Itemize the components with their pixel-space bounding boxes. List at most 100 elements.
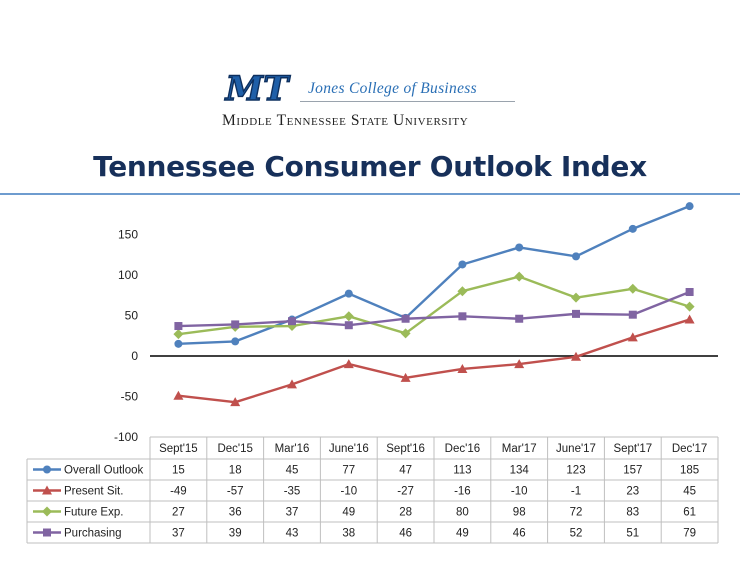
data-value-cell: 15 <box>172 465 185 477</box>
university-name: Middle Tennessee State University <box>222 112 469 129</box>
legend-label-overall-outlook: Overall Outlook <box>64 465 144 477</box>
data-value-cell: -10 <box>511 486 528 498</box>
data-value-cell: 61 <box>683 507 696 519</box>
series-line-future-exp <box>178 275 690 336</box>
college-divider <box>300 101 515 102</box>
x-category-label: June'17 <box>556 443 596 455</box>
data-value-cell: 72 <box>570 507 583 519</box>
data-value-cell: 46 <box>513 528 526 540</box>
college-name: Jones College of Business <box>308 80 477 97</box>
x-category-label: Dec'15 <box>217 443 252 455</box>
legend-key-marker-future-exp <box>42 506 52 517</box>
data-value-cell: 27 <box>172 507 185 519</box>
legend-label-future-exp: Future Exp. <box>64 507 123 519</box>
title-divider <box>0 193 740 195</box>
y-tick-label: -50 <box>121 390 139 404</box>
data-point-overall-outlook <box>458 260 467 269</box>
data-value-cell: 52 <box>570 528 583 540</box>
x-category-label: Sept'17 <box>613 443 652 455</box>
logo-lettering: MT <box>225 69 292 108</box>
legend-label-present-sit: Present Sit. <box>64 486 123 498</box>
data-point-purchasing <box>288 317 296 326</box>
data-point-future-exp <box>173 329 184 340</box>
data-value-cell: 185 <box>680 465 699 477</box>
y-tick-label: 50 <box>125 309 139 323</box>
series-line-overall-outlook <box>178 205 691 346</box>
data-value-cell: 43 <box>286 528 299 540</box>
x-category-label: Sept'15 <box>159 443 198 455</box>
data-value-cell: 47 <box>399 465 412 477</box>
y-tick-label: 100 <box>118 268 138 282</box>
data-value-cell: 39 <box>229 528 242 540</box>
data-point-purchasing <box>174 322 183 331</box>
data-point-present-sit <box>230 397 241 407</box>
data-value-cell: -49 <box>170 486 187 498</box>
data-point-present-sit <box>514 359 525 369</box>
data-point-purchasing <box>344 321 353 330</box>
data-value-cell: 157 <box>623 465 642 477</box>
data-point-present-sit <box>457 363 468 373</box>
series-line-present-sit <box>178 318 690 404</box>
x-category-label: Dec'16 <box>445 443 480 455</box>
mt-logo: MT <box>224 68 292 108</box>
data-point-purchasing <box>515 314 524 323</box>
data-value-cell: 98 <box>513 507 526 519</box>
data-point-present-sit <box>400 372 411 382</box>
series-line-purchasing <box>178 290 691 328</box>
data-point-purchasing <box>572 309 580 318</box>
data-point-future-exp <box>684 301 695 312</box>
data-point-overall-outlook <box>572 252 580 261</box>
data-value-cell: 37 <box>286 507 299 519</box>
legend-key-marker-overall-outlook <box>43 465 51 474</box>
page-title: Tennessee Consumer Outlook Index <box>93 150 647 183</box>
data-value-cell: 45 <box>683 486 696 498</box>
data-point-purchasing <box>231 320 240 329</box>
data-value-cell: 134 <box>510 465 530 477</box>
data-value-cell: -35 <box>284 486 301 498</box>
data-value-cell: -1 <box>571 486 581 498</box>
y-tick-label: 150 <box>118 228 138 242</box>
x-category-label: Dec'17 <box>672 443 707 455</box>
data-value-cell: 113 <box>453 465 471 477</box>
data-value-cell: 38 <box>342 528 355 540</box>
data-value-cell: 77 <box>342 465 355 477</box>
data-value-cell: 80 <box>456 507 469 519</box>
data-point-purchasing <box>458 312 467 321</box>
data-point-present-sit <box>343 359 354 369</box>
legend-key-marker-present-sit <box>42 485 52 495</box>
x-category-label: Sept'16 <box>386 443 425 455</box>
legend-key-marker-purchasing <box>43 528 51 537</box>
data-value-cell: 79 <box>683 528 696 540</box>
data-value-cell: -10 <box>340 486 357 498</box>
data-point-overall-outlook <box>174 339 183 348</box>
data-value-cell: 28 <box>399 507 412 519</box>
data-value-cell: 45 <box>286 465 299 477</box>
header: MT Jones College of Business Middle Tenn… <box>0 0 740 200</box>
data-point-overall-outlook <box>685 202 694 211</box>
data-point-future-exp <box>571 292 581 303</box>
data-point-future-exp <box>514 271 525 282</box>
data-point-future-exp <box>400 328 411 339</box>
data-point-future-exp <box>457 286 468 297</box>
data-point-overall-outlook <box>231 337 240 346</box>
x-category-label: Mar'17 <box>502 443 537 455</box>
data-point-present-sit <box>627 332 638 342</box>
data-value-cell: 46 <box>399 528 412 540</box>
legend-label-purchasing: Purchasing <box>64 528 122 540</box>
x-category-label: Mar'16 <box>275 443 310 455</box>
data-value-cell: -57 <box>227 486 244 498</box>
data-value-cell: 37 <box>172 528 185 540</box>
data-point-present-sit <box>571 351 581 361</box>
data-value-cell: 123 <box>566 465 585 477</box>
data-point-present-sit <box>173 390 184 400</box>
data-point-present-sit <box>684 314 695 324</box>
x-category-label: June'16 <box>329 443 369 455</box>
data-value-cell: -27 <box>397 486 414 498</box>
data-value-cell: 18 <box>229 465 242 477</box>
data-point-purchasing <box>401 314 410 323</box>
data-value-cell: 49 <box>456 528 469 540</box>
data-point-purchasing <box>628 310 637 319</box>
data-value-cell: 36 <box>229 507 242 519</box>
data-value-cell: 49 <box>342 507 355 519</box>
data-point-overall-outlook <box>344 289 353 298</box>
